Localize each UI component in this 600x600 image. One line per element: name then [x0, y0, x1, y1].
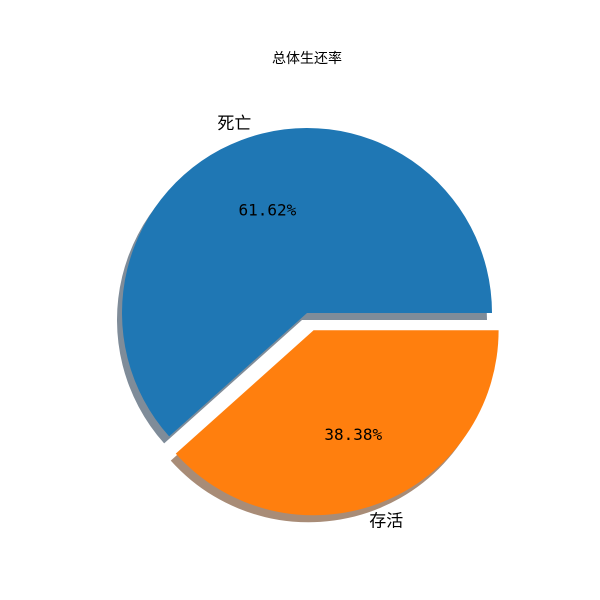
- pie-slice-death: [122, 128, 493, 437]
- pie-slices: [122, 128, 499, 516]
- slice-name-label: 死亡: [217, 114, 251, 134]
- slice-name-label: 存活: [369, 511, 403, 531]
- chart-title: 总体生还率: [272, 50, 342, 67]
- slice-percent-label: 38.38%: [324, 425, 382, 444]
- slice-percent-label: 61.62%: [238, 200, 296, 219]
- pie-slice-survived: [175, 330, 499, 516]
- pie-labels: 死亡 61.62% 存活 38.38%: [217, 114, 403, 531]
